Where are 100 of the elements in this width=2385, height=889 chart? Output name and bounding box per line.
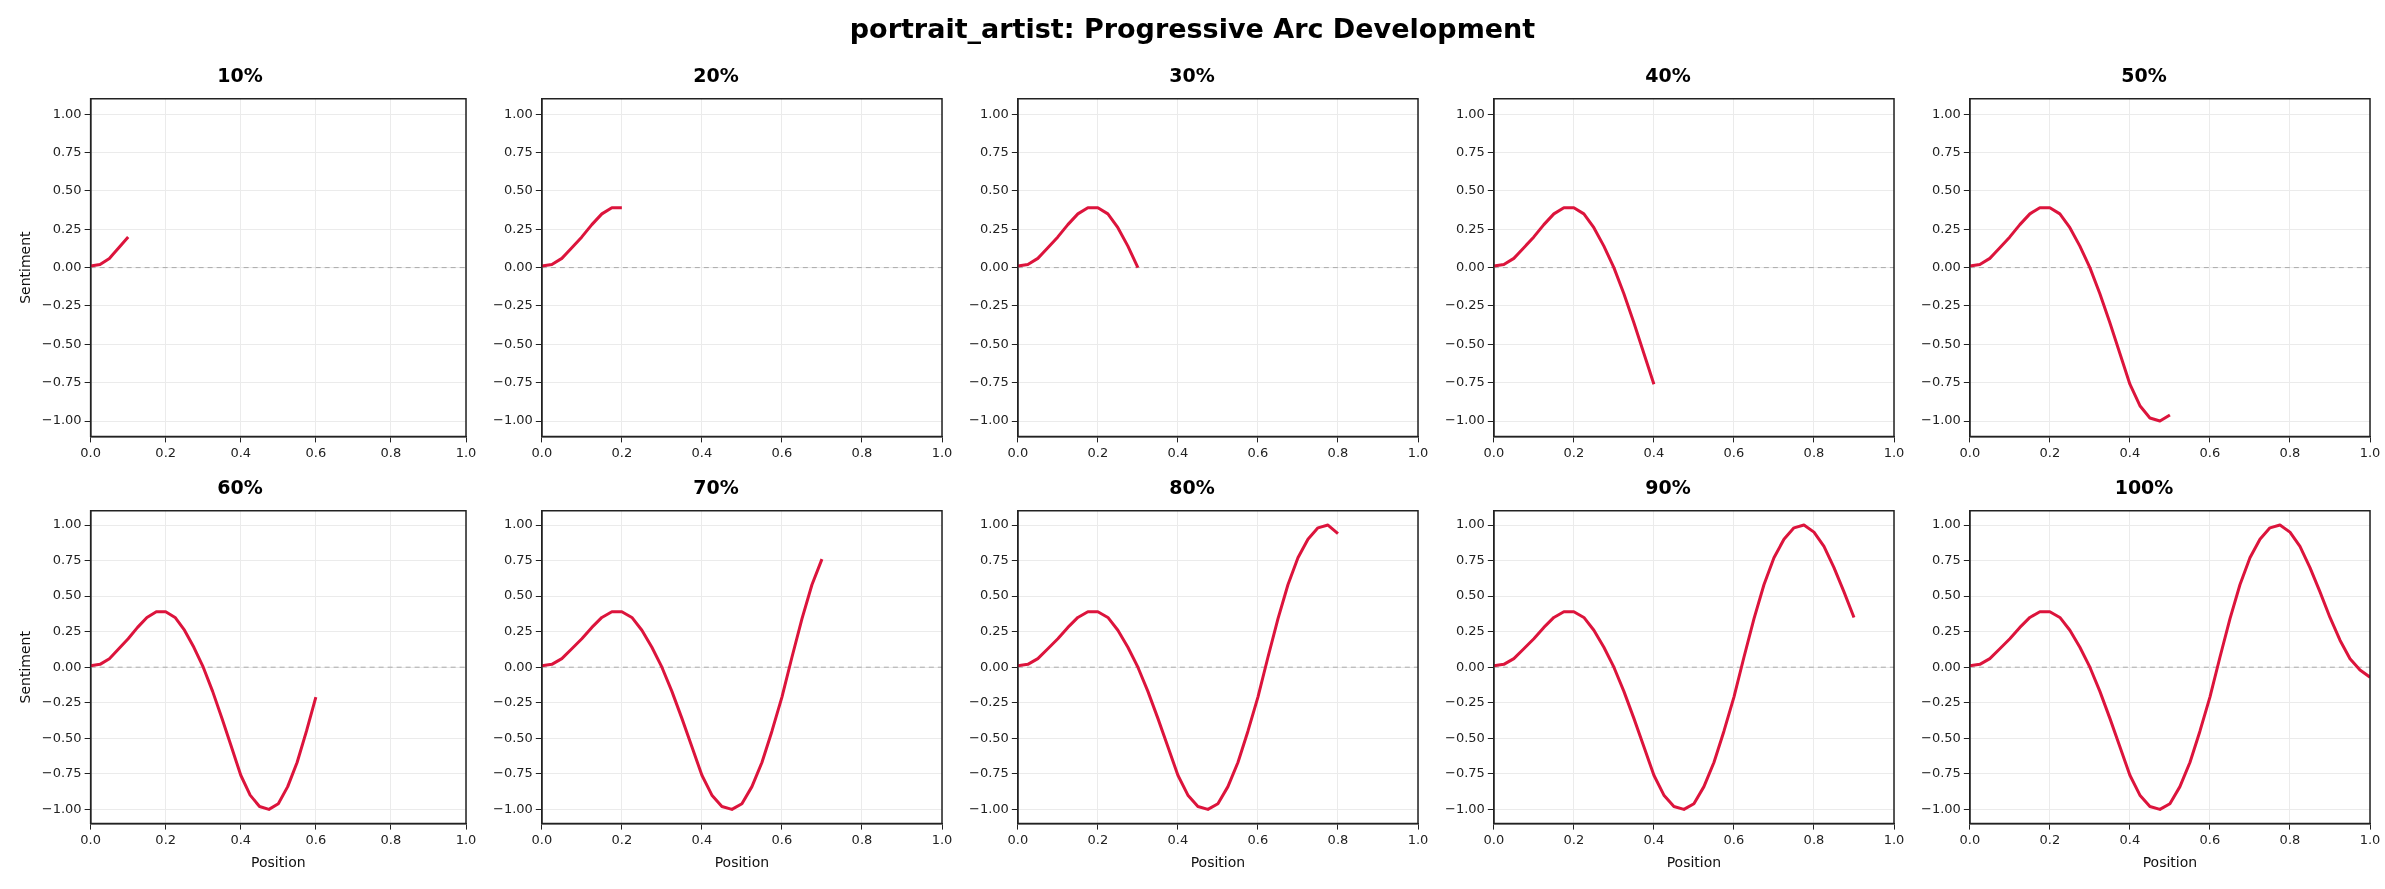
- y-tick-label: 0.25: [503, 220, 533, 236]
- y-tick-label: −0.25: [492, 694, 533, 710]
- x-tick-label: 0.6: [305, 444, 327, 460]
- y-tick-label: −0.75: [41, 374, 82, 390]
- y-tick-label: 0.25: [1931, 220, 1961, 236]
- x-tick-label: 0.2: [155, 444, 177, 460]
- y-axis-title: Sentiment: [17, 630, 34, 704]
- x-tick-label: 1.0: [1407, 444, 1429, 460]
- y-tick-label: 0.75: [1931, 551, 1961, 567]
- y-tick-label: 0.75: [52, 551, 82, 567]
- x-tick-label: 1.0: [455, 831, 477, 847]
- chart-title: 10%: [217, 64, 263, 87]
- x-tick-label: 0.4: [230, 831, 252, 847]
- y-tick-label: 0.75: [979, 551, 1009, 567]
- y-tick-label: −0.50: [968, 729, 1009, 745]
- chart-title: 40%: [1645, 64, 1691, 87]
- y-tick-label: −0.50: [492, 335, 533, 351]
- x-tick-label: 0.6: [771, 831, 793, 847]
- y-tick-label: −1.00: [1920, 412, 1961, 428]
- x-tick-label: 0.0: [531, 444, 553, 460]
- y-tick-label: 0.00: [52, 658, 82, 674]
- y-tick-label: 0.75: [979, 143, 1009, 159]
- y-tick-label: 0.25: [1931, 623, 1961, 639]
- y-tick-label: −0.50: [41, 729, 82, 745]
- y-tick-label: 0.75: [52, 143, 82, 159]
- x-tick-label: 0.2: [1563, 831, 1585, 847]
- y-tick-label: 0.25: [1455, 623, 1485, 639]
- x-tick-label: 0.8: [1803, 444, 1825, 460]
- y-tick-label: −1.00: [968, 800, 1009, 816]
- x-tick-label: 0.2: [1087, 444, 1109, 460]
- text: portrait_artist: Progressive Arc Development: [849, 12, 1536, 44]
- x-tick-label: 0.2: [155, 831, 177, 847]
- y-tick-label: 0.50: [1455, 182, 1485, 198]
- y-tick-label: −0.75: [492, 765, 533, 781]
- x-tick-label: 0.8: [2279, 444, 2301, 460]
- x-tick-label: 0.2: [611, 444, 633, 460]
- chart-title: 60%: [217, 476, 263, 499]
- y-tick-label: 0.25: [52, 623, 82, 639]
- x-tick-label: 0.4: [2119, 444, 2141, 460]
- x-tick-label: 0.6: [1723, 831, 1745, 847]
- y-tick-label: −0.75: [41, 765, 82, 781]
- y-tick-label: 0.00: [979, 258, 1009, 274]
- x-tick-label: 0.8: [380, 831, 402, 847]
- x-tick-label: 0.2: [1563, 444, 1585, 460]
- chart-title: 20%: [693, 64, 739, 87]
- y-tick-label: −0.25: [968, 694, 1009, 710]
- x-tick-label: 0.8: [851, 444, 873, 460]
- y-tick-label: −0.50: [1444, 729, 1485, 745]
- y-tick-label: 1.00: [1931, 105, 1961, 121]
- y-tick-label: −0.25: [1920, 297, 1961, 313]
- y-tick-label: −0.75: [1444, 374, 1485, 390]
- y-tick-label: −0.75: [1920, 765, 1961, 781]
- y-tick-label: −1.00: [492, 800, 533, 816]
- y-tick-label: 0.00: [52, 258, 82, 274]
- chart-title: 80%: [1169, 476, 1215, 499]
- x-tick-label: 1.0: [931, 831, 953, 847]
- x-tick-label: 1.0: [455, 444, 477, 460]
- y-tick-label: −0.25: [1920, 694, 1961, 710]
- y-tick-label: 0.25: [979, 623, 1009, 639]
- y-tick-label: −1.00: [492, 412, 533, 428]
- x-tick-label: 0.0: [531, 831, 553, 847]
- x-tick-label: 0.0: [1959, 444, 1981, 460]
- y-tick-label: 0.00: [503, 658, 533, 674]
- y-tick-label: −1.00: [1920, 800, 1961, 816]
- chart-title: 90%: [1645, 476, 1691, 499]
- y-tick-label: 0.50: [1931, 182, 1961, 198]
- x-tick-label: 0.8: [1327, 444, 1349, 460]
- y-tick-label: 1.00: [979, 516, 1009, 532]
- y-tick-label: 1.00: [503, 516, 533, 532]
- x-axis-title: Position: [1666, 854, 1722, 871]
- y-tick-label: 0.25: [52, 220, 82, 236]
- y-tick-label: −0.75: [1444, 765, 1485, 781]
- y-tick-label: −0.25: [41, 694, 82, 710]
- y-tick-label: −0.75: [968, 374, 1009, 390]
- y-tick-label: −1.00: [968, 412, 1009, 428]
- x-tick-label: 0.0: [1483, 444, 1505, 460]
- y-tick-label: 1.00: [979, 105, 1009, 121]
- y-tick-label: 0.25: [979, 220, 1009, 236]
- y-tick-label: 0.50: [979, 182, 1009, 198]
- y-tick-label: −0.50: [41, 335, 82, 351]
- x-tick-label: 0.2: [611, 831, 633, 847]
- x-tick-label: 0.4: [1167, 831, 1189, 847]
- y-tick-label: 0.00: [1455, 658, 1485, 674]
- y-tick-label: 0.50: [1455, 587, 1485, 603]
- y-tick-label: −1.00: [1444, 800, 1485, 816]
- x-tick-label: 0.2: [1087, 831, 1109, 847]
- y-tick-label: 0.75: [503, 143, 533, 159]
- y-tick-label: 0.00: [1931, 658, 1961, 674]
- y-tick-label: −0.75: [1920, 374, 1961, 390]
- y-tick-label: −0.75: [492, 374, 533, 390]
- x-tick-label: 0.8: [2279, 831, 2301, 847]
- y-tick-label: −0.50: [968, 335, 1009, 351]
- y-tick-label: 0.50: [503, 182, 533, 198]
- y-tick-label: −1.00: [41, 412, 82, 428]
- x-tick-label: 0.8: [851, 831, 873, 847]
- y-tick-label: −0.25: [1444, 297, 1485, 313]
- x-tick-label: 1.0: [1883, 444, 1905, 460]
- y-tick-label: 0.00: [979, 658, 1009, 674]
- y-tick-label: −1.00: [41, 800, 82, 816]
- x-tick-label: 0.0: [1959, 831, 1981, 847]
